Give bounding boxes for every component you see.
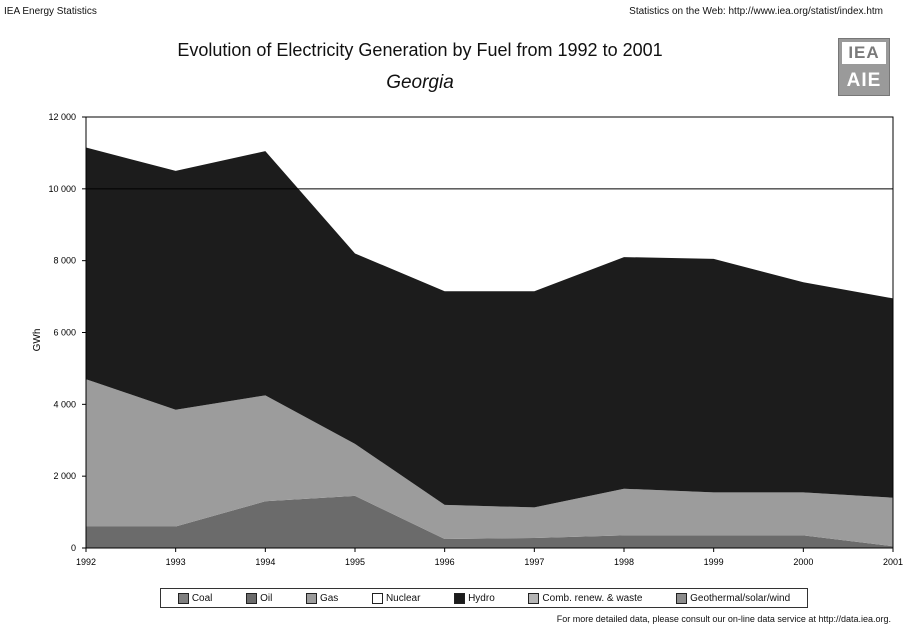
x-tick-label: 1999: [704, 557, 724, 567]
area-series-gas: [86, 379, 893, 547]
x-tick-label: 1994: [255, 557, 275, 567]
y-tick-label: 0: [71, 543, 76, 553]
legend-item: Geothermal/solar/wind: [676, 592, 791, 604]
legend-label: Comb. renew. & waste: [542, 592, 643, 604]
chart-title: Evolution of Electricity Generation by F…: [177, 40, 663, 60]
x-tick-label: 2000: [793, 557, 813, 567]
x-tick-label: 1997: [524, 557, 544, 567]
legend-label: Geothermal/solar/wind: [690, 592, 791, 604]
x-tick-label: 1993: [166, 557, 186, 567]
header-right-text: Statistics on the Web: http://www.iea.or…: [629, 6, 883, 17]
y-tick-label: 10 000: [48, 184, 76, 194]
x-tick-label: 1992: [76, 557, 96, 567]
y-tick-label: 2 000: [53, 471, 76, 481]
chart-areas: [86, 147, 893, 548]
y-tick-label: 6 000: [53, 328, 76, 338]
legend-swatch: [676, 592, 688, 604]
x-tick-label: 1998: [614, 557, 634, 567]
legend-label: Nuclear: [385, 592, 421, 604]
y-axis-ticks: 0 2 000 4 000 6 000 8 000 10 000 12 000: [48, 112, 86, 553]
legend-item: Oil: [246, 592, 273, 604]
x-tick-label: 1996: [435, 557, 455, 567]
iea-logo: IEA AIE: [838, 38, 890, 96]
legend-item: Coal: [177, 592, 213, 604]
chart-legend: Coal Oil Gas Nuclear Hydro Comb. renew. & was…: [160, 588, 808, 608]
x-axis-ticks: 1992 1993 1994 1995 1996 1997 1998 1999 2000 2001: [76, 548, 903, 567]
legend-swatch: [371, 592, 383, 604]
footer-note: For more detailed data, please consult o…: [556, 614, 891, 624]
logo-bottom-text: AIE: [846, 70, 882, 91]
y-tick-label: 4 000: [53, 399, 76, 409]
legend-label: Oil: [260, 592, 273, 604]
area-series-hydro: [86, 147, 893, 508]
area-series-oil: [86, 495, 893, 548]
legend-label: Coal: [191, 592, 213, 604]
legend-item: Gas: [305, 592, 339, 604]
legend-item: Comb. renew. & waste: [528, 592, 643, 604]
y-tick-label: 8 000: [53, 256, 76, 266]
legend-label: Hydro: [468, 592, 495, 604]
y-tick-label: 12 000: [48, 112, 76, 122]
x-tick-label: 1995: [345, 557, 365, 567]
legend-item: Nuclear: [371, 592, 421, 604]
legend-swatch: [305, 592, 317, 604]
y-axis-label: GWh: [32, 329, 43, 352]
legend-swatch: [177, 592, 189, 604]
legend-swatch: [528, 592, 540, 604]
header-left-text: IEA Energy Statistics: [4, 6, 97, 17]
x-tick-label: 2001: [883, 557, 903, 567]
legend-swatch: [246, 592, 258, 604]
legend-label: Gas: [319, 592, 339, 604]
legend-swatch: [454, 592, 466, 604]
chart-subtitle: Georgia: [386, 72, 454, 93]
legend-item: Hydro: [454, 592, 495, 604]
logo-top-text: IEA: [842, 42, 886, 64]
